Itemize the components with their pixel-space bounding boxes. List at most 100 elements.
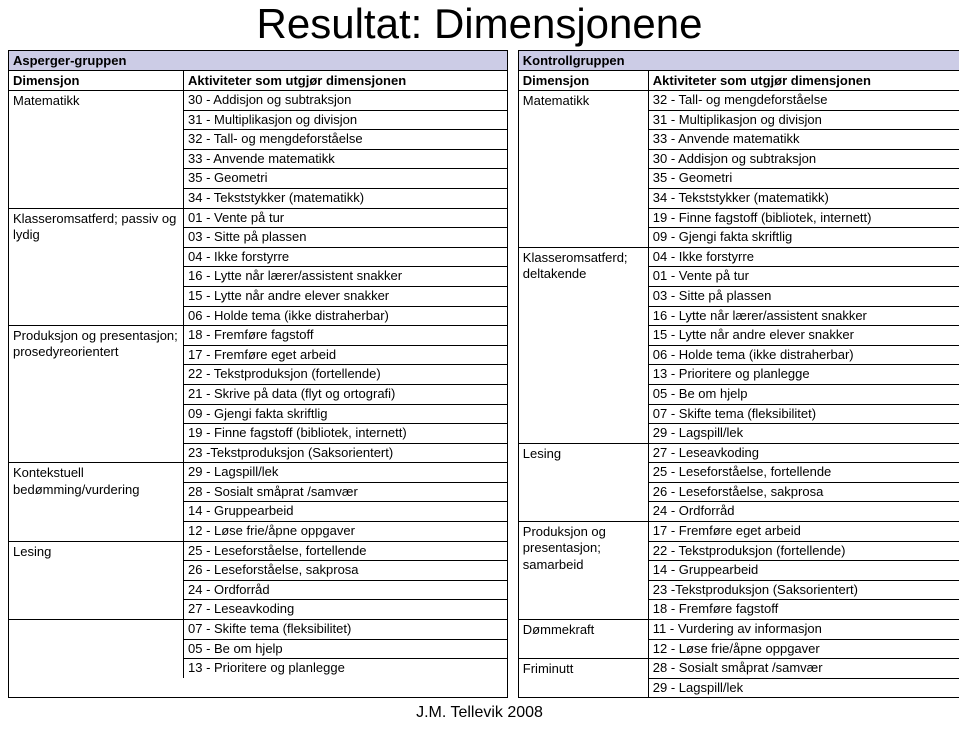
dimension-cell: Matematikk bbox=[9, 91, 184, 209]
table-row: Matematikk30 - Addisjon og subtraksjon31… bbox=[9, 91, 507, 209]
table-row: Lesing27 - Leseavkoding25 - Leseforståel… bbox=[519, 444, 959, 522]
activity-item: 18 - Fremføre fagstoff bbox=[184, 326, 507, 346]
activity-item: 04 - Ikke forstyrre bbox=[184, 248, 507, 268]
activity-item: 34 - Tekststykker (matematikk) bbox=[649, 189, 959, 209]
activity-item: 22 - Tekstproduksjon (fortellende) bbox=[184, 365, 507, 385]
activity-item: 09 - Gjengi fakta skriftlig bbox=[649, 228, 959, 248]
activity-item: 30 - Addisjon og subtraksjon bbox=[184, 91, 507, 111]
activity-item: 34 - Tekststykker (matematikk) bbox=[184, 189, 507, 209]
activity-item: 30 - Addisjon og subtraksjon bbox=[649, 150, 959, 170]
activity-item: 26 - Leseforståelse, sakprosa bbox=[649, 483, 959, 503]
activity-item: 15 - Lytte når andre elever snakker bbox=[184, 287, 507, 307]
activities-cell: 07 - Skifte tema (fleksibilitet)05 - Be … bbox=[184, 620, 507, 678]
activity-item: 29 - Lagspill/lek bbox=[184, 463, 507, 483]
activity-item: 28 - Sosialt småprat /samvær bbox=[184, 483, 507, 503]
dimension-cell: Dømmekraft bbox=[519, 620, 649, 659]
right-header-row: Dimensjon Aktiviteter som utgjør dimensj… bbox=[519, 71, 959, 91]
activity-item: 06 - Holde tema (ikke distraherbar) bbox=[649, 346, 959, 366]
activity-item: 01 - Vente på tur bbox=[649, 267, 959, 287]
table-row: 07 - Skifte tema (fleksibilitet)05 - Be … bbox=[9, 620, 507, 678]
activity-item: 21 - Skrive på data (flyt og ortografi) bbox=[184, 385, 507, 405]
activities-cell: 18 - Fremføre fagstoff17 - Fremføre eget… bbox=[184, 326, 507, 463]
right-group-header: Kontrollgruppen bbox=[519, 51, 959, 71]
left-header-dim: Dimensjon bbox=[9, 71, 184, 90]
activity-item: 03 - Sitte på plassen bbox=[184, 228, 507, 248]
columns-wrapper: Asperger-gruppen Dimensjon Aktiviteter s… bbox=[8, 50, 951, 698]
activities-cell: 28 - Sosialt småprat /samvær29 - Lagspil… bbox=[649, 659, 959, 697]
page: Resultat: Dimensjonene Asperger-gruppen … bbox=[0, 0, 959, 730]
activity-item: 26 - Leseforståelse, sakprosa bbox=[184, 561, 507, 581]
activities-cell: 04 - Ikke forstyrre01 - Vente på tur03 -… bbox=[649, 248, 959, 444]
left-header-row: Dimensjon Aktiviteter som utgjør dimensj… bbox=[9, 71, 507, 91]
activity-item: 23 -Tekstproduksjon (Saksorientert) bbox=[649, 581, 959, 601]
activities-cell: 17 - Fremføre eget arbeid22 - Tekstprodu… bbox=[649, 522, 959, 620]
page-title: Resultat: Dimensjonene bbox=[8, 0, 951, 48]
activity-item: 28 - Sosialt småprat /samvær bbox=[649, 659, 959, 679]
activity-item: 05 - Be om hjelp bbox=[649, 385, 959, 405]
right-body: Matematikk32 - Tall- og mengdeforståelse… bbox=[519, 91, 959, 697]
activities-cell: 29 - Lagspill/lek28 - Sosialt småprat /s… bbox=[184, 463, 507, 541]
activity-item: 29 - Lagspill/lek bbox=[649, 679, 959, 698]
dimension-cell: Lesing bbox=[9, 542, 184, 620]
dimension-cell: Klasseromsatferd; deltakende bbox=[519, 248, 649, 444]
table-row: Friminutt28 - Sosialt småprat /samvær29 … bbox=[519, 659, 959, 697]
activities-cell: 27 - Leseavkoding25 - Leseforståelse, fo… bbox=[649, 444, 959, 522]
activity-item: 16 - Lytte når lærer/assistent snakker bbox=[184, 267, 507, 287]
activity-item: 11 - Vurdering av informasjon bbox=[649, 620, 959, 640]
activity-item: 14 - Gruppearbeid bbox=[184, 502, 507, 522]
activity-item: 09 - Gjengi fakta skriftlig bbox=[184, 405, 507, 425]
activity-item: 35 - Geometri bbox=[184, 169, 507, 189]
table-row: Matematikk32 - Tall- og mengdeforståelse… bbox=[519, 91, 959, 248]
table-row: Klasseromsatferd; deltakende04 - Ikke fo… bbox=[519, 248, 959, 444]
activity-item: 01 - Vente på tur bbox=[184, 209, 507, 229]
dimension-cell: Produksjon og presentasjon; samarbeid bbox=[519, 522, 649, 620]
dimension-cell: Klasseromsatferd; passiv og lydig bbox=[9, 209, 184, 327]
activity-item: 35 - Geometri bbox=[649, 169, 959, 189]
activity-item: 17 - Fremføre eget arbeid bbox=[649, 522, 959, 542]
dimension-cell: Matematikk bbox=[519, 91, 649, 248]
activity-item: 12 - Løse frie/åpne oppgaver bbox=[649, 640, 959, 660]
activity-item: 05 - Be om hjelp bbox=[184, 640, 507, 660]
left-group-header: Asperger-gruppen bbox=[9, 51, 507, 71]
dimension-cell: Produksjon og presentasjon; prosedyreori… bbox=[9, 326, 184, 463]
activities-cell: 30 - Addisjon og subtraksjon31 - Multipl… bbox=[184, 91, 507, 209]
activity-item: 13 - Prioritere og planlegge bbox=[649, 365, 959, 385]
right-header-dim: Dimensjon bbox=[519, 71, 649, 90]
activity-item: 15 - Lytte når andre elever snakker bbox=[649, 326, 959, 346]
table-row: Produksjon og presentasjon; prosedyreori… bbox=[9, 326, 507, 463]
activity-item: 19 - Finne fagstoff (bibliotek, internet… bbox=[184, 424, 507, 444]
activity-item: 22 - Tekstproduksjon (fortellende) bbox=[649, 542, 959, 562]
activity-item: 33 - Anvende matematikk bbox=[184, 150, 507, 170]
left-body: Matematikk30 - Addisjon og subtraksjon31… bbox=[9, 91, 507, 678]
dimension-cell bbox=[9, 620, 184, 678]
table-row: Kontekstuell bedømming/vurdering29 - Lag… bbox=[9, 463, 507, 541]
activity-item: 31 - Multiplikasjon og divisjon bbox=[649, 111, 959, 131]
dimension-cell: Lesing bbox=[519, 444, 649, 522]
activity-item: 04 - Ikke forstyrre bbox=[649, 248, 959, 268]
activity-item: 07 - Skifte tema (fleksibilitet) bbox=[649, 405, 959, 425]
left-header-act: Aktiviteter som utgjør dimensjonen bbox=[184, 71, 507, 90]
activities-cell: 32 - Tall- og mengdeforståelse31 - Multi… bbox=[649, 91, 959, 248]
activity-item: 07 - Skifte tema (fleksibilitet) bbox=[184, 620, 507, 640]
activity-item: 32 - Tall- og mengdeforståelse bbox=[649, 91, 959, 111]
dimension-cell: Kontekstuell bedømming/vurdering bbox=[9, 463, 184, 541]
activity-item: 06 - Holde tema (ikke distraherbar) bbox=[184, 307, 507, 327]
activity-item: 17 - Fremføre eget arbeid bbox=[184, 346, 507, 366]
activity-item: 16 - Lytte når lærer/assistent snakker bbox=[649, 307, 959, 327]
activity-item: 32 - Tall- og mengdeforståelse bbox=[184, 130, 507, 150]
activity-item: 25 - Leseforståelse, fortellende bbox=[649, 463, 959, 483]
activity-item: 29 - Lagspill/lek bbox=[649, 424, 959, 444]
left-table: Asperger-gruppen Dimensjon Aktiviteter s… bbox=[8, 50, 508, 698]
table-row: Lesing25 - Leseforståelse, fortellende26… bbox=[9, 542, 507, 620]
footer-text: J.M. Tellevik 2008 bbox=[8, 704, 951, 722]
activities-cell: 25 - Leseforståelse, fortellende26 - Les… bbox=[184, 542, 507, 620]
activity-item: 13 - Prioritere og planlegge bbox=[184, 659, 507, 678]
table-row: Produksjon og presentasjon; samarbeid17 … bbox=[519, 522, 959, 620]
activity-item: 25 - Leseforståelse, fortellende bbox=[184, 542, 507, 562]
activity-item: 27 - Leseavkoding bbox=[649, 444, 959, 464]
activity-item: 03 - Sitte på plassen bbox=[649, 287, 959, 307]
activity-item: 23 -Tekstproduksjon (Saksorientert) bbox=[184, 444, 507, 464]
activity-item: 12 - Løse frie/åpne oppgaver bbox=[184, 522, 507, 542]
table-row: Klasseromsatferd; passiv og lydig01 - Ve… bbox=[9, 209, 507, 327]
activity-item: 19 - Finne fagstoff (bibliotek, internet… bbox=[649, 209, 959, 229]
